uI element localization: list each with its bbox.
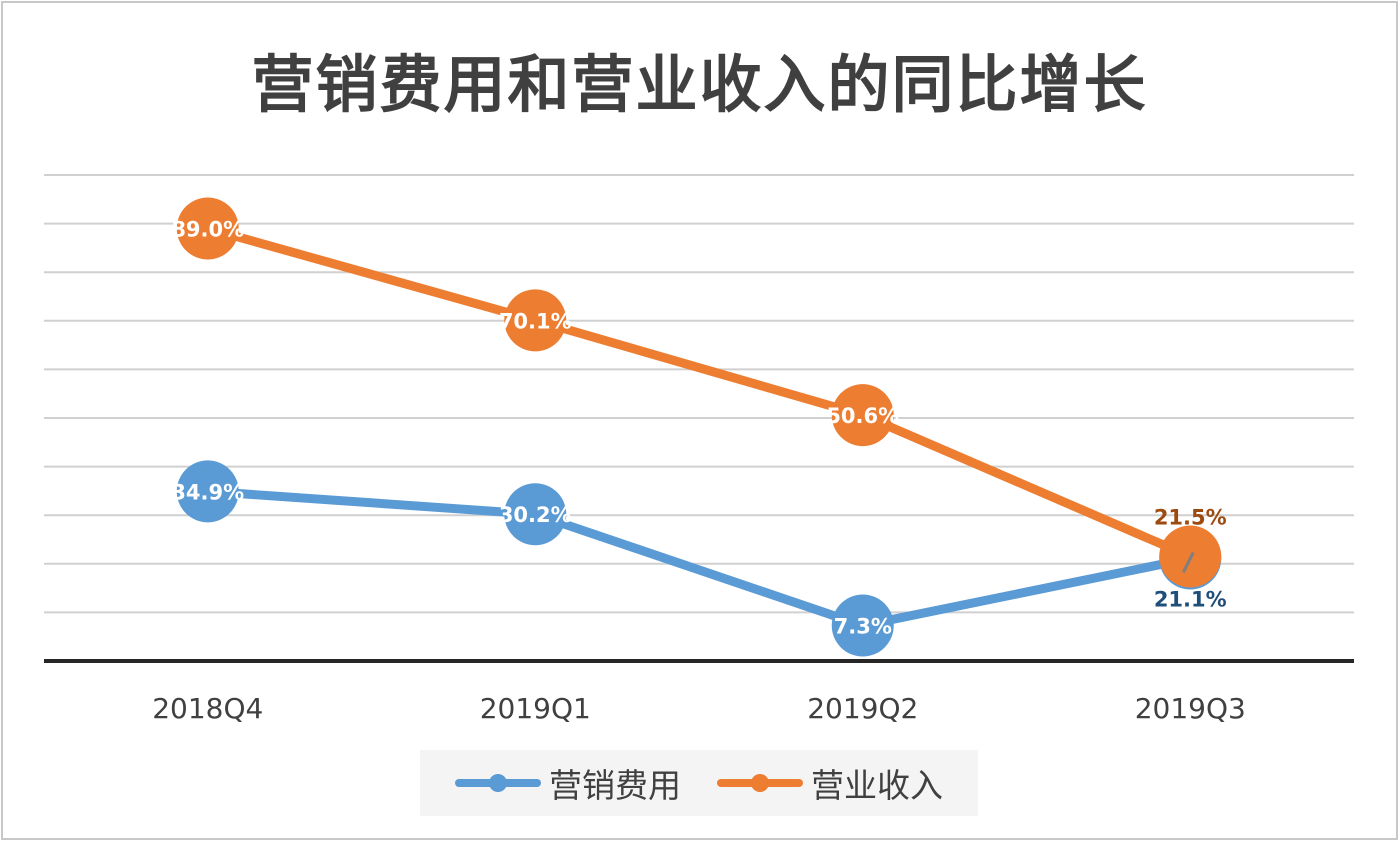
legend-label-revenue: 营业收入: [811, 766, 943, 805]
legend-item-marketing: 营销费用: [455, 759, 681, 807]
legend-marker-marketing: [455, 774, 541, 792]
label-leader-line: [1181, 551, 1195, 574]
data-point: [176, 197, 239, 260]
chart-title: 营销费用和营业收入的同比增长: [251, 48, 1148, 121]
x-tick-label: 2019Q3: [1135, 692, 1246, 725]
data-point: [176, 460, 239, 523]
data-point: [831, 594, 894, 657]
data-label: 70.1%: [499, 309, 572, 333]
legend-label-marketing: 营销费用: [549, 766, 681, 805]
data-label: 30.2%: [499, 503, 572, 527]
data-point: [831, 384, 894, 447]
series-line-1: [203, 223, 1195, 562]
data-label: 7.3%: [834, 615, 892, 639]
data-point: [504, 289, 567, 352]
legend: 营销费用 营业收入: [420, 750, 978, 816]
data-label: 34.9%: [171, 480, 244, 504]
legend-marker-revenue: [717, 774, 803, 792]
data-label: 89.0%: [171, 217, 244, 241]
x-tick-label: 2018Q4: [152, 692, 263, 725]
legend-item-revenue: 营业收入: [717, 759, 943, 807]
x-tick-label: 2019Q1: [480, 692, 591, 725]
data-label: 21.5%: [1154, 506, 1227, 530]
series-line-0: [203, 486, 1195, 631]
x-tick-label: 2019Q2: [807, 692, 918, 725]
data-label: 50.6%: [826, 404, 899, 428]
data-point: [504, 483, 567, 546]
data-label: 21.1%: [1154, 587, 1227, 611]
